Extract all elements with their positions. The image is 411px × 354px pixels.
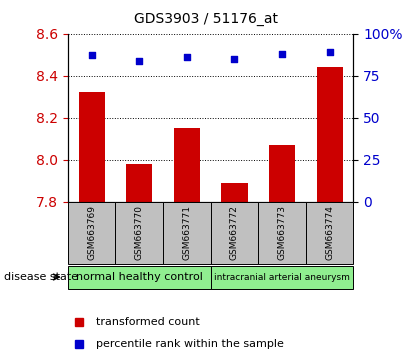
- Point: [136, 58, 143, 63]
- Text: GSM663771: GSM663771: [182, 205, 192, 260]
- Point: [88, 53, 95, 58]
- Bar: [210, 202, 258, 264]
- Bar: [163, 202, 210, 264]
- Text: percentile rank within the sample: percentile rank within the sample: [96, 339, 284, 349]
- Bar: [258, 202, 306, 264]
- Bar: [316, 67, 343, 202]
- Text: transformed count: transformed count: [96, 317, 200, 327]
- Text: normal healthy control: normal healthy control: [76, 272, 203, 282]
- Bar: [68, 202, 115, 264]
- Point: [231, 56, 238, 62]
- Text: GSM663769: GSM663769: [87, 205, 96, 260]
- Bar: [306, 202, 353, 264]
- Text: intracranial arterial aneurysm: intracranial arterial aneurysm: [214, 273, 350, 281]
- Bar: [115, 202, 163, 264]
- Text: GSM663774: GSM663774: [325, 205, 334, 260]
- Bar: [68, 266, 210, 289]
- Bar: [174, 128, 200, 202]
- Text: disease state: disease state: [4, 272, 78, 282]
- Bar: [269, 145, 295, 202]
- Point: [326, 49, 333, 55]
- Point: [184, 54, 190, 60]
- Text: GSM663772: GSM663772: [230, 205, 239, 260]
- Bar: [126, 164, 152, 202]
- Bar: [222, 183, 247, 202]
- Bar: [79, 92, 105, 202]
- Point: [279, 51, 285, 57]
- Text: GSM663770: GSM663770: [135, 205, 144, 260]
- Bar: [210, 266, 353, 289]
- Text: GDS3903 / 51176_at: GDS3903 / 51176_at: [134, 12, 277, 27]
- Text: GSM663773: GSM663773: [277, 205, 286, 260]
